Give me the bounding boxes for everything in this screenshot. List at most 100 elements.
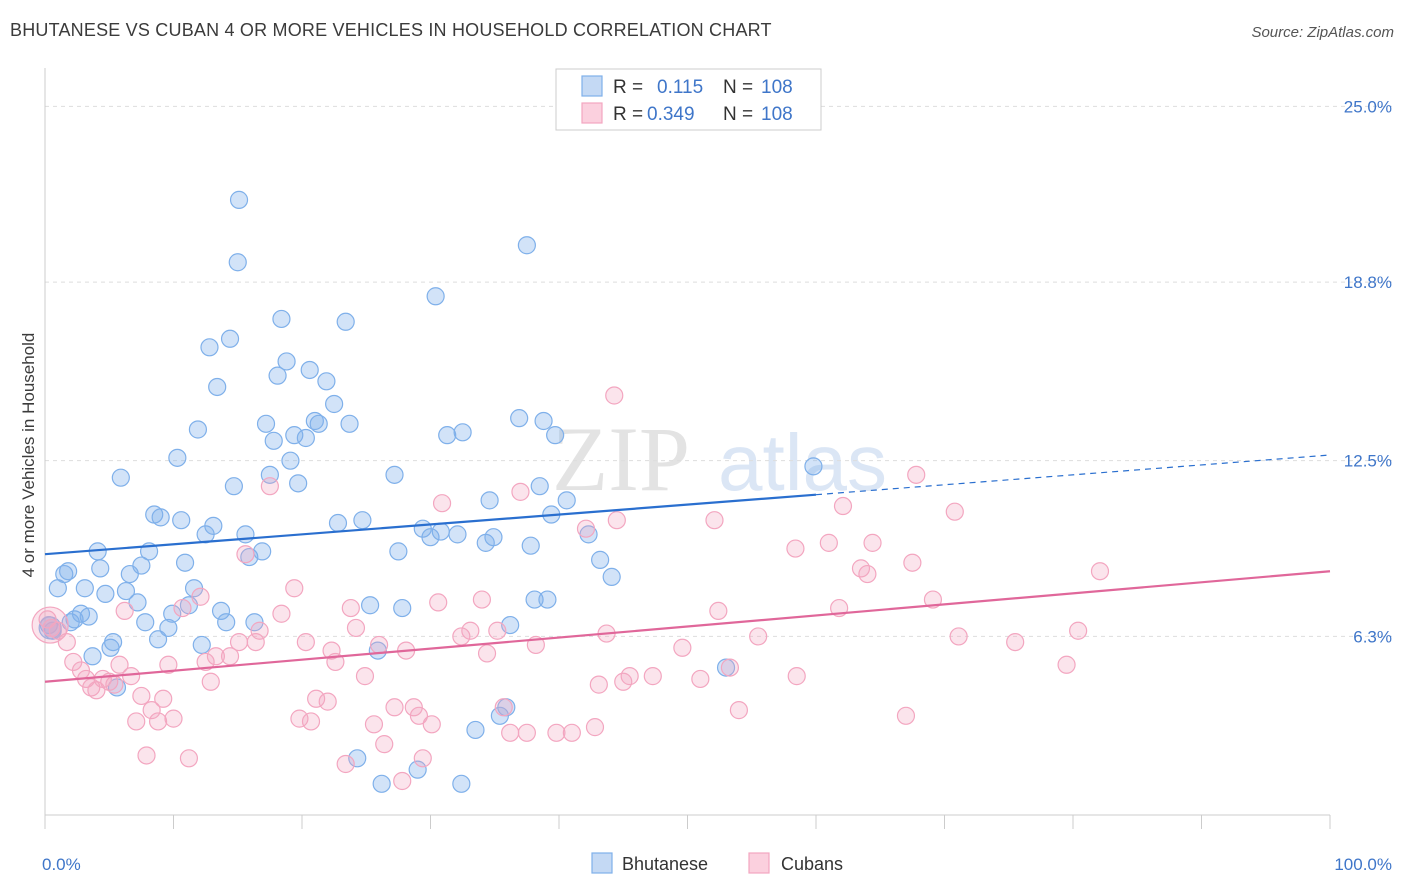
data-point-cubans: [472, 590, 491, 609]
data-point-bhutanese: [716, 658, 736, 677]
data-point-bhutanese: [75, 579, 94, 598]
data-point-bhutanese: [268, 366, 287, 385]
data-point-bhutanese: [175, 553, 195, 572]
legend-n-label: N =: [723, 104, 753, 125]
data-point-cubans: [404, 698, 423, 717]
bottom-legend-swatch-cubans: [748, 852, 770, 874]
data-point-cubans: [461, 621, 480, 640]
data-point-cubans: [709, 601, 728, 621]
data-point-bhutanese: [228, 253, 247, 272]
data-point-cubans: [477, 644, 497, 663]
data-point-cubans: [229, 632, 249, 652]
data-point-bhutanese: [393, 598, 412, 618]
data-point-cubans: [196, 652, 215, 672]
data-point-bhutanese: [426, 287, 445, 306]
data-point-cubans: [142, 701, 161, 720]
data-point-bhutanese: [159, 618, 178, 638]
data-point-bhutanese: [151, 508, 170, 527]
data-point-cubans: [907, 465, 926, 484]
data-point-bhutanese: [591, 550, 610, 569]
data-point-cubans: [585, 718, 605, 737]
chart-source: Source: ZipAtlas.com: [1251, 24, 1394, 41]
y-tick-label: 18.8%: [1344, 273, 1392, 292]
data-point-cubans: [1069, 621, 1088, 640]
data-point-bhutanese: [236, 525, 255, 544]
data-point-bhutanese: [200, 338, 219, 357]
legend-n-label: N =: [723, 77, 753, 98]
tick-labels: 6.3% 12.5% 18.8% 25.0% 0.0% 100.0%: [42, 97, 1392, 874]
bottom-legend-label-cubans: Cubans: [781, 854, 843, 874]
data-point-bhutanese: [217, 613, 236, 632]
data-point-cubans: [562, 723, 581, 742]
data-point-bhutanese: [372, 774, 391, 793]
legend-n-value: 108: [761, 104, 793, 125]
data-point-bhutanese: [96, 584, 115, 604]
trend-line-bhutanese-extension: [815, 454, 1331, 496]
data-point-cubans: [705, 511, 724, 530]
data-point-cubans: [949, 627, 968, 646]
data-point-cubans: [673, 638, 692, 657]
data-point-cubans: [290, 709, 309, 728]
data-point-cubans: [38, 610, 57, 629]
data-point-bhutanese: [421, 528, 440, 547]
trend-lines: [44, 454, 1331, 683]
data-point-cubans: [923, 590, 943, 609]
data-point-bhutanese: [59, 562, 78, 581]
data-point-bhutanese: [431, 522, 450, 541]
data-point-cubans: [547, 723, 566, 742]
data-point-cubans: [260, 477, 279, 496]
data-point-bhutanese: [256, 414, 276, 433]
data-point-cubans: [720, 658, 740, 677]
data-point-cubans: [863, 533, 882, 552]
data-point-cubans: [819, 533, 838, 552]
y-tick-label: 12.5%: [1344, 452, 1392, 471]
data-point-cubans: [341, 598, 360, 618]
data-point-cubans: [620, 667, 639, 686]
data-point-cubans: [159, 655, 178, 674]
data-point-cubans: [945, 502, 964, 521]
data-point-cubans: [132, 686, 151, 706]
data-point-bhutanese: [517, 236, 536, 255]
data-point-bhutanese: [128, 593, 147, 612]
data-point-bhutanese: [340, 414, 359, 433]
data-point-bhutanese: [253, 542, 272, 561]
data-point-cubans: [787, 667, 806, 686]
data-point-cubans: [236, 545, 255, 564]
x-tick-label: 0.0%: [42, 855, 81, 874]
data-point-bhutanese: [148, 630, 168, 649]
data-point-bhutanese: [408, 760, 427, 779]
data-point-bhutanese: [602, 567, 621, 586]
data-point-cubans: [285, 579, 304, 598]
data-point-bhutanese: [116, 581, 136, 601]
data-point-bhutanese: [224, 477, 243, 496]
data-point-cubans: [576, 519, 596, 538]
legend-r-value: 0.349: [647, 104, 695, 125]
data-point-bhutanese: [281, 451, 300, 470]
trend-line-cubans: [44, 570, 1331, 683]
data-point-cubans: [517, 723, 536, 742]
data-point-cubans: [385, 698, 404, 717]
data-point-cubans: [272, 604, 291, 623]
data-point-cubans: [422, 715, 441, 734]
y-tick-label: 6.3%: [1353, 627, 1392, 646]
data-point-bhutanese: [452, 774, 471, 793]
data-point-cubans: [375, 735, 394, 754]
data-point-cubans: [137, 746, 156, 765]
data-point-bhutanese: [538, 590, 557, 609]
data-point-cubans: [511, 482, 530, 501]
data-point-cubans: [364, 715, 384, 734]
data-point-cubans: [121, 667, 141, 686]
data-point-bhutanese: [220, 329, 240, 348]
data-point-cubans: [749, 627, 768, 646]
data-point-cubans: [429, 593, 448, 612]
data-point-cubans: [346, 618, 366, 638]
data-point-bhutanese: [368, 641, 387, 660]
trend-line-bhutanese: [44, 493, 817, 556]
data-point-bhutanese: [453, 423, 472, 442]
data-point-bhutanese: [546, 426, 565, 445]
data-point-cubans: [318, 692, 337, 711]
data-point-bhutanese: [289, 474, 308, 493]
data-point-cubans: [409, 706, 429, 725]
data-point-cubans: [336, 754, 355, 774]
legend: R = 0.115 N = 108 R = 0.349 N = 108: [555, 68, 822, 131]
